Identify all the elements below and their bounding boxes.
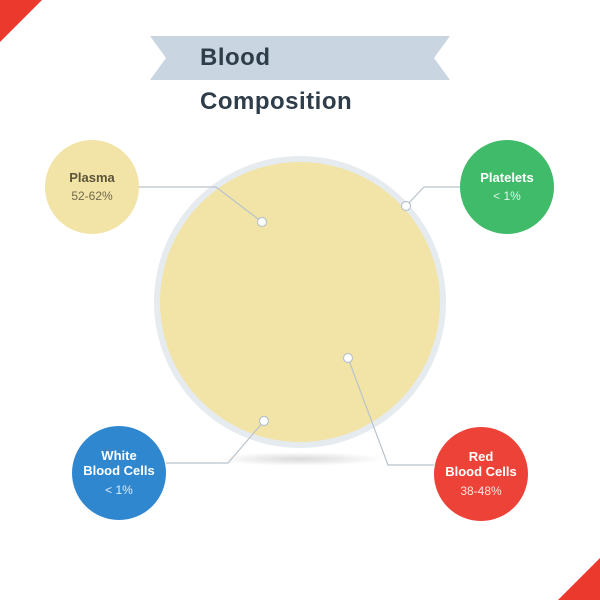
page-title: Blood Composition [166,36,434,80]
ribbon-notch-right [434,36,450,80]
callout-rbc-value: 38-48% [460,484,501,498]
ribbon-notch-left [150,36,166,80]
callout-platelets-value: < 1% [493,189,521,203]
pie-shadow [215,452,385,466]
pie-chart [154,156,446,448]
callout-platelets-label: Platelets [480,171,533,186]
callout-rbc: RedBlood Cells 38-48% [434,427,528,521]
callout-plasma-value: 52-62% [71,189,112,203]
callout-rbc-label: RedBlood Cells [445,450,517,480]
callout-wbc-label: WhiteBlood Cells [83,449,155,479]
callout-wbc-value: < 1% [105,483,133,497]
title-banner: Blood Composition [150,36,450,80]
callout-plasma: Plasma 52-62% [45,140,139,234]
callout-wbc: WhiteBlood Cells < 1% [72,426,166,520]
callout-plasma-label: Plasma [69,171,115,186]
corner-triangle-bottom-right [558,558,600,600]
corner-triangle-top-left [0,0,42,42]
callout-platelets: Platelets < 1% [460,140,554,234]
pie-slices [160,162,440,442]
